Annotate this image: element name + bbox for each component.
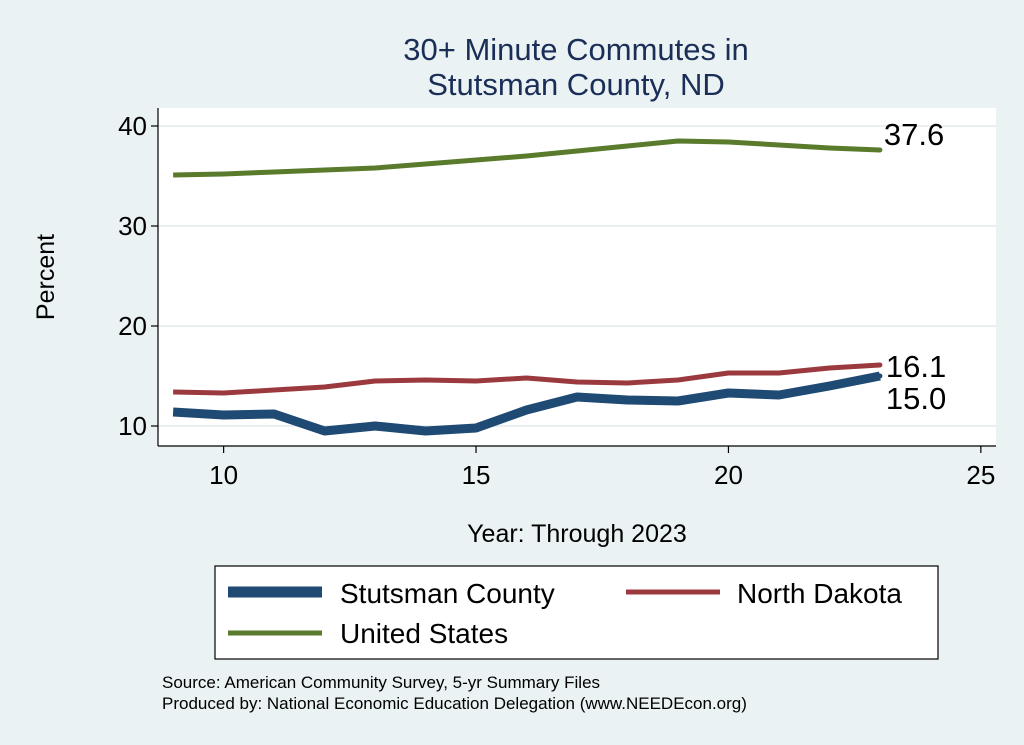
y-tick-label-10: 10 <box>118 411 147 441</box>
series-endpoint-stutsman-county <box>877 373 883 379</box>
y-tick-label-40: 40 <box>118 111 147 141</box>
y-axis-ticks: 10 20 30 40 <box>118 111 158 441</box>
y-tick-label-30: 30 <box>118 211 147 241</box>
end-label-north-dakota: 16.1 <box>886 349 946 384</box>
x-tick-label-20: 20 <box>714 460 743 490</box>
series-endpoint-north-dakota <box>877 362 883 368</box>
legend: Stutsman County North Dakota United Stat… <box>214 565 939 660</box>
produced-by-note: Produced by: National Economic Education… <box>162 694 747 713</box>
series-lines <box>172 138 883 436</box>
end-label-stutsman-county: 15.0 <box>886 381 946 416</box>
chart-title: 30+ Minute Commutes in <box>403 32 748 67</box>
x-tick-label-25: 25 <box>966 460 995 490</box>
y-axis-title: Percent <box>32 234 60 320</box>
series-line-stutsman-county <box>172 371 881 436</box>
chart-subtitle: Stutsman County, ND <box>427 67 724 102</box>
source-note: Source: American Community Survey, 5-yr … <box>162 673 600 692</box>
series-line-north-dakota <box>173 362 881 396</box>
x-axis-ticks: 10 15 20 25 <box>209 446 995 490</box>
end-label-united-states: 37.6 <box>884 117 944 152</box>
legend-label-united-states: United States <box>340 618 508 649</box>
x-tick-label-10: 10 <box>209 460 238 490</box>
end-labels: 15.016.1 37.6 <box>884 117 946 416</box>
y-tick-label-20: 20 <box>118 311 147 341</box>
x-tick-label-15: 15 <box>462 460 491 490</box>
legend-box <box>214 565 939 660</box>
legend-label-north-dakota: North Dakota <box>737 578 902 609</box>
series-line-united-states <box>173 138 880 178</box>
x-axis-title: Year: Through 2023 <box>467 520 687 548</box>
legend-label-stutsman: Stutsman County <box>340 578 555 609</box>
series-endpoint-united-states <box>877 147 883 153</box>
